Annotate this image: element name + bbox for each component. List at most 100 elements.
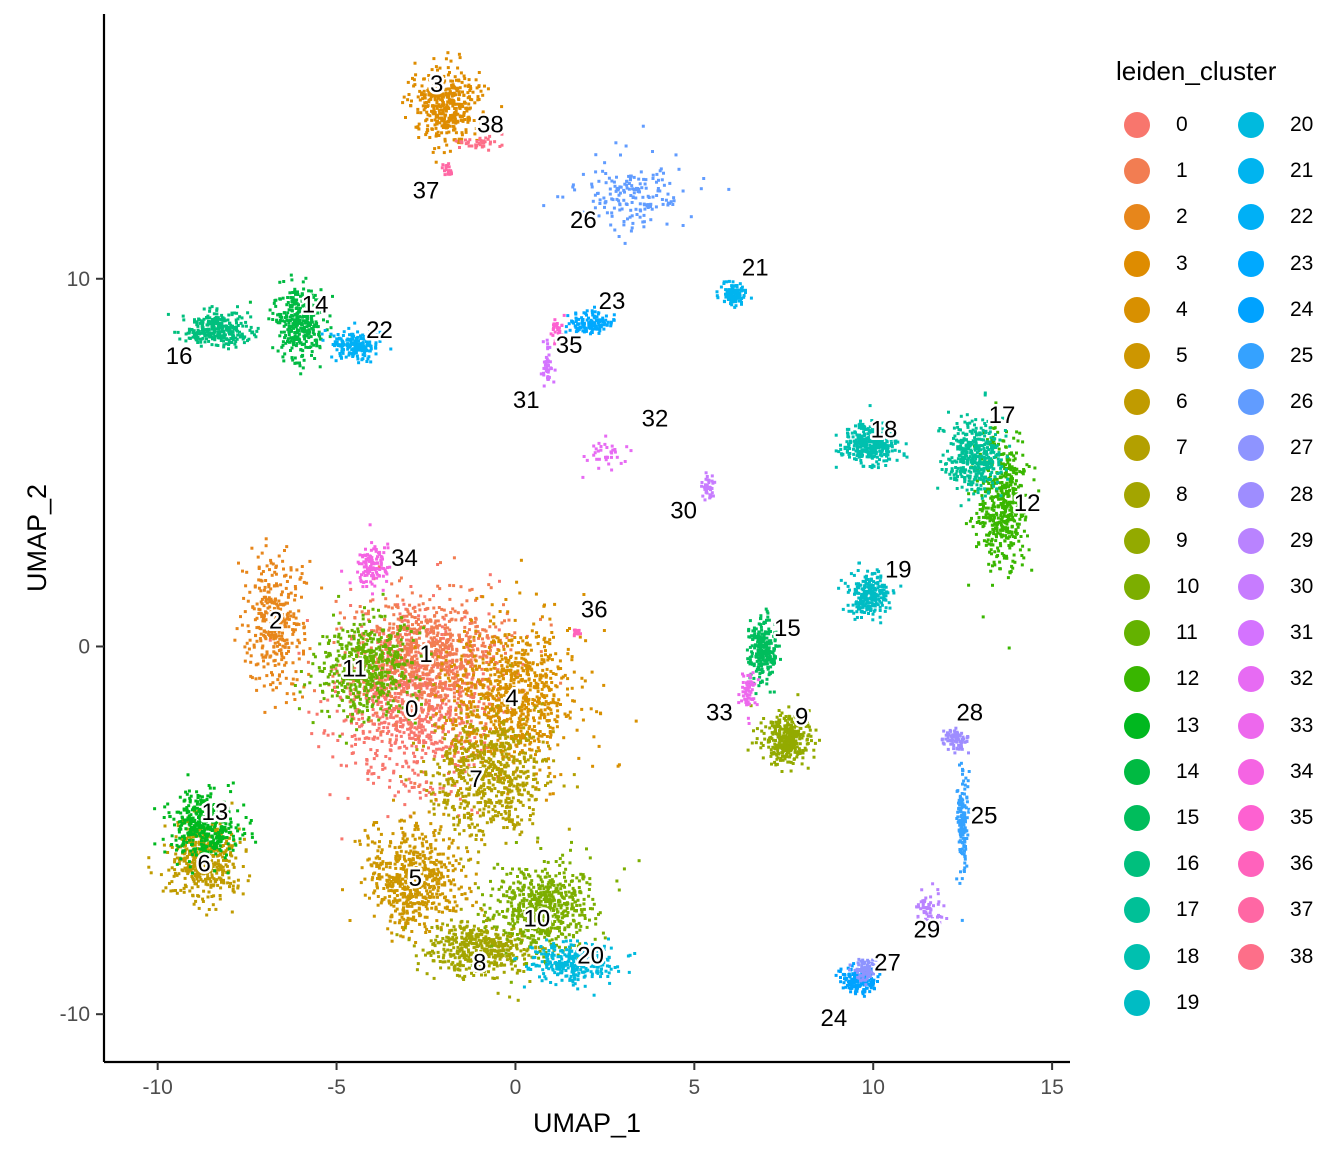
legend-label: 36	[1290, 852, 1314, 876]
legend-label: 18	[1176, 944, 1200, 968]
legend-label: 30	[1290, 575, 1314, 598]
cluster-label-29: 29	[914, 917, 941, 944]
legend-label: 14	[1176, 759, 1200, 783]
legend-item-20: 20	[1218, 106, 1328, 146]
legend-label: 5	[1176, 344, 1188, 367]
legend-swatch	[1124, 343, 1150, 369]
legend-label: 9	[1176, 528, 1188, 552]
legend-item-12: 12	[1104, 660, 1214, 700]
legend-swatch	[1238, 943, 1264, 970]
legend-label: 2	[1176, 205, 1188, 229]
legend-swatch	[1238, 204, 1264, 231]
legend-swatch	[1238, 250, 1264, 277]
cluster-points-9	[746, 693, 821, 773]
legend-swatch	[1238, 435, 1264, 462]
x-tick-label: 5	[688, 1076, 700, 1099]
legend-label: 33	[1290, 713, 1314, 737]
legend-item-19: 19	[1104, 984, 1214, 1024]
cluster-points-5	[341, 798, 484, 944]
legend-label: 0	[1176, 113, 1188, 136]
legend-swatch	[1124, 204, 1150, 231]
legend-item-17: 17	[1104, 891, 1214, 931]
legend-label: 31	[1290, 621, 1314, 645]
legend-item-21: 21	[1218, 152, 1328, 192]
cluster-label-18: 18	[871, 417, 898, 444]
cluster-label-35: 35	[556, 332, 583, 359]
legend-item-6: 6	[1104, 383, 1214, 423]
legend-item-22: 22	[1218, 198, 1328, 238]
cluster-points-22	[320, 321, 393, 365]
cluster-points-25	[955, 738, 971, 922]
cluster-label-27: 27	[874, 950, 901, 977]
cluster-label-11: 11	[342, 656, 367, 683]
legend-label: 13	[1176, 713, 1200, 737]
legend-label: 15	[1176, 806, 1200, 829]
legend-swatch	[1238, 296, 1264, 323]
legend-swatch	[1238, 389, 1264, 416]
legend-swatch	[1238, 851, 1264, 878]
legend-item-10: 10	[1104, 568, 1214, 608]
legend-label: 25	[1290, 344, 1314, 367]
legend-item-2: 2	[1104, 198, 1214, 238]
legend-swatch	[1124, 389, 1150, 416]
legend-label: 32	[1290, 667, 1314, 691]
legend-item-16: 16	[1104, 845, 1214, 885]
cluster-label-24: 24	[821, 1005, 848, 1032]
cluster-points-28	[940, 726, 970, 755]
cluster-points-20	[513, 937, 637, 997]
legend-item-34: 34	[1218, 753, 1328, 793]
legend-item-38: 38	[1218, 938, 1328, 978]
legend-label: 24	[1290, 297, 1314, 321]
cluster-points-21	[715, 279, 753, 309]
legend-swatch	[1124, 943, 1150, 970]
legend-label: 34	[1290, 759, 1314, 783]
cluster-label-30: 30	[670, 497, 697, 524]
cluster-label-9: 9	[795, 703, 808, 730]
y-tick-label: 0	[78, 635, 90, 658]
legend-label: 3	[1176, 251, 1188, 275]
legend-swatch	[1238, 620, 1264, 647]
cluster-label-20: 20	[577, 942, 604, 969]
legend-swatch	[1124, 712, 1150, 739]
legend-item-30: 30	[1218, 568, 1328, 608]
legend-label: 22	[1290, 205, 1314, 229]
legend-swatch	[1124, 620, 1150, 647]
legend-label: 7	[1176, 436, 1188, 460]
legend-label: 12	[1176, 667, 1200, 691]
legend-swatch	[1124, 574, 1150, 600]
legend-swatch	[1124, 989, 1150, 1016]
cluster-points-11	[293, 592, 433, 745]
legend-item-35: 35	[1218, 799, 1328, 839]
legend-item-9: 9	[1104, 522, 1214, 562]
legend-label: 23	[1290, 251, 1314, 275]
cluster-label-6: 6	[198, 850, 211, 877]
cluster-points-17	[936, 391, 1012, 508]
cluster-label-8: 8	[473, 950, 486, 977]
cluster-points-27	[848, 957, 880, 987]
legend-swatch	[1124, 805, 1150, 831]
legend-item-1: 1	[1104, 152, 1214, 192]
legend-swatch	[1124, 897, 1150, 924]
legend-label: 27	[1290, 436, 1314, 460]
legend-label: 38	[1290, 944, 1314, 968]
cluster-label-19: 19	[885, 556, 912, 583]
legend-item-18: 18	[1104, 938, 1214, 978]
x-axis-title: UMAP_1	[533, 1108, 641, 1138]
cluster-label-22: 22	[366, 317, 393, 344]
cluster-points-4	[413, 558, 638, 802]
cluster-points-7	[399, 663, 579, 886]
legend-swatch	[1238, 527, 1264, 554]
cluster-label-17: 17	[989, 402, 1016, 429]
legend-item-32: 32	[1218, 660, 1328, 700]
legend-title: leiden_cluster	[1116, 56, 1277, 86]
x-tick-label: 15	[1040, 1076, 1063, 1099]
x-tick-label: -10	[142, 1076, 172, 1099]
legend-swatch	[1124, 527, 1150, 554]
legend-item-11: 11	[1104, 614, 1214, 654]
legend-item-29: 29	[1218, 522, 1328, 562]
legend-item-31: 31	[1218, 614, 1328, 654]
legend-label: 37	[1290, 898, 1314, 922]
legend-swatch	[1238, 897, 1264, 924]
